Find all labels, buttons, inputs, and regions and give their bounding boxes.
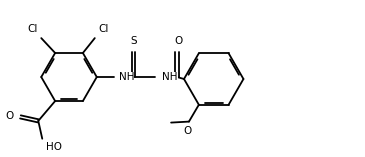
Text: O: O [184,126,192,135]
Text: O: O [174,36,182,46]
Text: O: O [5,111,14,121]
Text: Cl: Cl [27,24,38,34]
Text: S: S [130,36,137,46]
Text: Cl: Cl [99,24,109,34]
Text: NH: NH [162,72,178,82]
Text: NH: NH [119,72,134,82]
Text: HO: HO [46,142,62,152]
